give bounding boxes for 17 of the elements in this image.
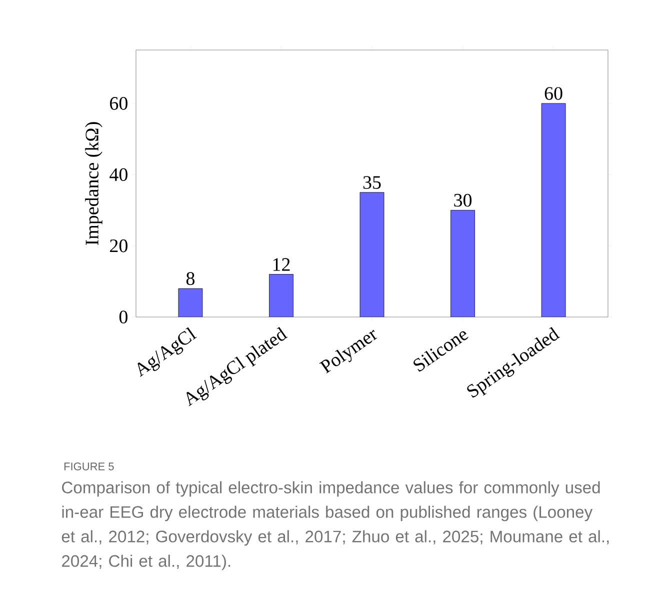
y-tick-label: 20 [110,239,128,252]
bar [450,210,475,317]
data-label: 12 [273,258,290,271]
data-label: 60 [544,87,562,100]
caption: FIGURE 5 [64,462,114,470]
bar [360,192,384,317]
data-label: 8 [186,272,194,285]
data-label: 35 [363,176,381,189]
bar [178,288,203,317]
bar [541,103,566,317]
data-label: 30 [454,194,472,207]
y-tick-label: 0 [119,310,128,324]
y-tick-label: 40 [110,168,128,182]
y-axis-title: Impedance (kΩ) [85,122,102,245]
y-tick-label: 60 [110,97,128,110]
text: Comparison of typical electro-skin impedance values for commonly used in-ear EEG dry electrode materials based on published ranges (Looney et al., 2012; Goverdovsky et al., 2017; Zhuo et al., 2025; Moumane et al., 2024; Chi et al., 2011). [62,481,609,570]
bar [269,274,294,317]
